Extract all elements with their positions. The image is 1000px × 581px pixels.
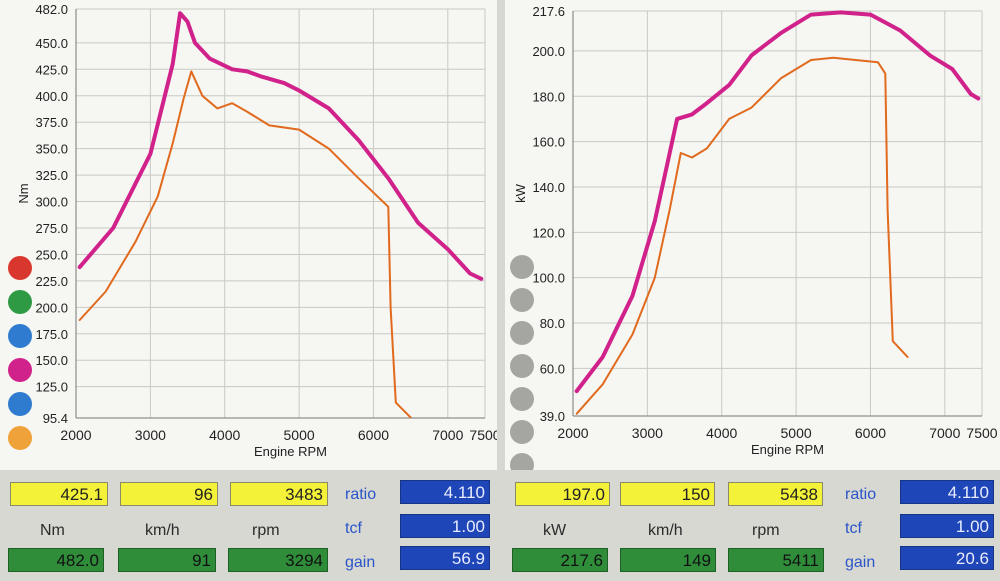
y-tick-label: 400.0 — [35, 89, 68, 104]
x-tick-label: 3000 — [135, 427, 166, 443]
tcf-value: 1.00 — [400, 514, 490, 538]
ratio-value: 4.110 — [400, 480, 490, 504]
ratio-value-right: 4.110 — [900, 480, 994, 504]
unit-label-nm: Nm — [40, 522, 65, 539]
torque-chart: 482.0 450.0 425.0 400.0 375.0 350.0 325.0 300.0… — [8, 2, 501, 459]
power-chart-panel: 217.6 200.0 180.0 160.0 140.0 120.0 100.0 80.0 6… — [505, 0, 1000, 477]
x-tick-label: 5000 — [284, 427, 315, 443]
rpm-peak-value: 3294 — [228, 548, 328, 572]
tcf-value-right: 1.00 — [900, 514, 994, 538]
gain-value-right: 20.6 — [900, 546, 994, 570]
y-tick-label: 425.0 — [35, 62, 68, 77]
y-tick-label: 275.0 — [35, 221, 68, 236]
y-tick-label: 100.0 — [532, 271, 565, 286]
x-axis-label: Engine RPM — [751, 442, 824, 457]
speed-peak-value-right: 149 — [620, 548, 716, 572]
legend-circle — [510, 288, 534, 312]
y-tick-label: 60.0 — [540, 361, 565, 376]
rpm-peak-value-right: 5411 — [728, 548, 824, 572]
legend-circle — [8, 426, 32, 450]
y-tick-label: 450.0 — [35, 36, 68, 51]
x-tick-label: 7500 — [966, 425, 997, 441]
x-tick-label: 6000 — [358, 427, 389, 443]
torque-peak-value: 482.0 — [8, 548, 104, 572]
x-tick-label: 6000 — [855, 425, 886, 441]
y-tick-label: 300.0 — [35, 195, 68, 210]
legend-circle — [510, 255, 534, 279]
panel-divider — [497, 0, 505, 470]
power-peak-value: 217.6 — [512, 548, 608, 572]
y-tick-label: 80.0 — [540, 316, 565, 331]
y-tick-label: 39.0 — [540, 409, 565, 424]
legend-circle — [510, 387, 534, 411]
y-tick-label: 350.0 — [35, 142, 68, 157]
power-chart: 217.6 200.0 180.0 160.0 140.0 120.0 100.0 80.0 6… — [510, 4, 998, 477]
rpm-cursor-value-right: 5438 — [728, 482, 823, 506]
legend-circle — [8, 358, 32, 382]
y-tick-label: 125.0 — [35, 380, 68, 395]
speed-cursor-value-right: 150 — [620, 482, 715, 506]
x-tick-label: 4000 — [209, 427, 240, 443]
y-tick-label: 180.0 — [532, 89, 565, 104]
series-line-1 — [574, 10, 981, 394]
legend-circle — [8, 392, 32, 416]
x-tick-label: 7000 — [432, 427, 463, 443]
y-tick-label: 120.0 — [532, 225, 565, 240]
y-tick-label: 175.0 — [35, 327, 68, 342]
torque-cursor-value: 425.1 — [10, 482, 108, 506]
tcf-label-right: tcf — [845, 520, 862, 537]
gain-value: 56.9 — [400, 546, 490, 570]
y-tick-label: 140.0 — [532, 180, 565, 195]
legend-circle — [510, 420, 534, 444]
x-tick-label: 3000 — [632, 425, 663, 441]
series-line-2 — [78, 70, 412, 419]
series-line-1 — [77, 11, 484, 281]
gain-label-right: gain — [845, 554, 876, 571]
y-axis-label: Nm — [16, 183, 31, 203]
legend-circle — [8, 256, 32, 280]
x-tick-label: 7500 — [469, 427, 497, 443]
y-tick-label: 250.0 — [35, 247, 68, 262]
torque-chart-panel: 482.0 450.0 425.0 400.0 375.0 350.0 325.0 300.0… — [0, 0, 501, 470]
ratio-label: ratio — [345, 486, 377, 503]
x-tick-label: 2000 — [557, 425, 588, 441]
x-tick-label: 7000 — [929, 425, 960, 441]
legend-circle — [510, 321, 534, 345]
power-cursor-value: 197.0 — [515, 482, 610, 506]
readout-bar: 425.1 96 3483 Nm km/h rpm 482.0 91 3294 … — [0, 470, 1000, 581]
legend-circle — [510, 354, 534, 378]
unit-label-kmh-right: km/h — [648, 522, 683, 539]
x-axis-label: Engine RPM — [254, 444, 327, 459]
x-tick-label: 5000 — [781, 425, 812, 441]
legend-circle — [510, 453, 534, 477]
y-tick-label: 325.0 — [35, 168, 68, 183]
y-tick-label: 225.0 — [35, 274, 68, 289]
y-tick-label: 150.0 — [35, 353, 68, 368]
y-tick-label: 200.0 — [35, 300, 68, 315]
y-tick-label: 375.0 — [35, 115, 68, 130]
tcf-label: tcf — [345, 520, 362, 537]
x-tick-label: 2000 — [60, 427, 91, 443]
speed-peak-value: 91 — [118, 548, 216, 572]
y-tick-label: 95.4 — [43, 411, 68, 426]
rpm-cursor-value: 3483 — [230, 482, 328, 506]
series-line-2 — [575, 56, 909, 415]
unit-label-rpm-right: rpm — [752, 522, 780, 539]
legend-circle — [8, 290, 32, 314]
speed-cursor-value: 96 — [120, 482, 218, 506]
y-tick-label: 200.0 — [532, 44, 565, 59]
unit-label-rpm: rpm — [252, 522, 280, 539]
x-tick-label: 4000 — [706, 425, 737, 441]
y-tick-label: 160.0 — [532, 135, 565, 150]
gain-label: gain — [345, 554, 376, 571]
legend-circle — [8, 324, 32, 348]
ratio-label-right: ratio — [845, 486, 877, 503]
unit-label-kmh: km/h — [145, 522, 180, 539]
y-axis-label: kW — [513, 183, 528, 203]
unit-label-kw: kW — [543, 522, 567, 539]
y-tick-label: 482.0 — [35, 2, 68, 17]
y-tick-label: 217.6 — [532, 4, 565, 19]
